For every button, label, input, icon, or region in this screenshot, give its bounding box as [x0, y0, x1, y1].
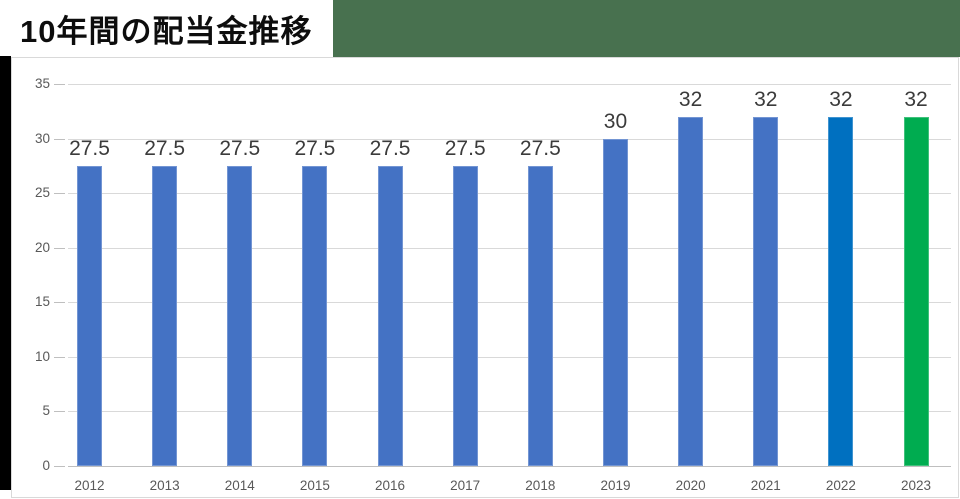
bar-2020	[678, 116, 704, 466]
y-tick-mark	[54, 84, 65, 85]
x-axis-label-2019: 2019	[600, 478, 631, 493]
x-axis-label-2018: 2018	[525, 478, 556, 493]
gridline	[68, 193, 951, 195]
value-label-2022: 32	[829, 87, 853, 111]
y-axis-tick-label: 5	[42, 403, 50, 419]
x-axis-label-2013: 2013	[149, 478, 180, 493]
value-label-2018: 27.5	[519, 136, 561, 160]
x-axis-label-2023: 2023	[901, 478, 932, 493]
bar-2022	[828, 116, 854, 466]
plot-area: 0 5 10 15 20 25 30 35 27.5 2012 27.5 2013 27.5 2014 27…	[12, 58, 958, 497]
x-axis-label-2017: 2017	[450, 478, 481, 493]
x-axis-label-2022: 2022	[825, 478, 856, 493]
value-label-2016: 27.5	[369, 136, 411, 160]
bar-2012	[77, 165, 102, 466]
gridline	[68, 138, 951, 140]
bar-2016	[377, 165, 403, 466]
x-axis-label-2016: 2016	[375, 478, 406, 493]
value-label-2012: 27.5	[69, 136, 110, 160]
y-axis-tick-label: 10	[34, 348, 50, 364]
y-axis-tick-label: 35	[34, 76, 50, 91]
gridline	[68, 411, 951, 413]
bar-2019	[602, 138, 628, 466]
gridline	[68, 356, 951, 358]
bar-2014	[227, 165, 253, 466]
y-tick-mark	[54, 302, 65, 304]
bar-2013	[152, 165, 178, 466]
dividend-bar-chart: 0 5 10 15 20 25 30 35 27.5 2012 27.5 2013 27.5 2014 27…	[11, 57, 959, 498]
y-tick-mark	[54, 356, 65, 358]
x-axis-line	[68, 466, 951, 467]
x-axis-label-2020: 2020	[675, 478, 706, 493]
x-axis-label-2014: 2014	[224, 478, 255, 493]
gridline	[68, 84, 951, 85]
y-axis-tick-label: 25	[34, 185, 50, 201]
bar-2015	[302, 165, 328, 466]
value-label-2023: 32	[904, 87, 928, 111]
left-edge-strip	[0, 56, 11, 490]
value-label-2020: 32	[678, 87, 703, 111]
page-title: 10年間の配当金推移	[20, 13, 313, 49]
value-label-2021: 32	[754, 87, 778, 111]
y-tick-mark	[54, 466, 65, 467]
y-axis-tick-label: 20	[34, 239, 50, 255]
header-accent-band	[333, 0, 960, 57]
x-axis-label-2021: 2021	[750, 478, 781, 493]
bar-2023	[903, 116, 929, 466]
value-label-2013: 27.5	[144, 136, 186, 160]
y-axis-tick-label: 0	[42, 458, 50, 473]
gridline	[68, 302, 951, 304]
y-axis-tick-label: 30	[34, 130, 50, 146]
y-axis-tick-label: 15	[34, 294, 50, 310]
value-label-2017: 27.5	[444, 136, 486, 160]
y-tick-mark	[54, 193, 65, 195]
value-label-2019: 30	[603, 109, 628, 133]
gridline	[68, 247, 951, 249]
value-label-2014: 27.5	[219, 136, 261, 160]
bar-2017	[452, 165, 478, 466]
y-tick-mark	[54, 247, 65, 249]
bar-2021	[753, 116, 779, 466]
x-axis-label-2012: 2012	[74, 478, 105, 493]
y-tick-mark	[54, 138, 65, 140]
value-label-2015: 27.5	[294, 136, 336, 160]
bar-2018	[527, 165, 553, 466]
x-axis-label-2015: 2015	[299, 478, 330, 493]
y-tick-mark	[54, 411, 65, 413]
